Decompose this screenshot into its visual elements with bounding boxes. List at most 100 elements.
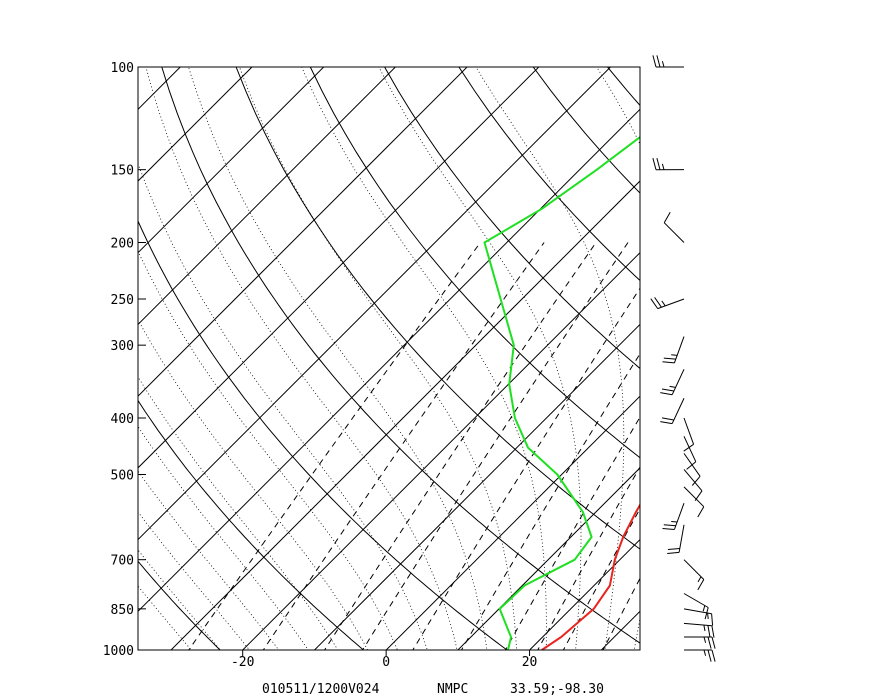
wind-barb-flag — [686, 461, 697, 470]
moist-adiabat — [475, 67, 625, 650]
wind-barb-shaft — [683, 608, 712, 615]
mixing-ratio-line — [460, 352, 640, 650]
wind-barb — [684, 649, 716, 662]
plot-frame — [137, 66, 641, 651]
moist-adiabat — [188, 67, 488, 650]
wind-barb-flag — [703, 625, 706, 632]
moist-adiabat — [301, 67, 547, 650]
wind-barb-flag — [702, 605, 706, 612]
wind-barb — [683, 436, 697, 470]
moist-adiabat — [138, 425, 309, 650]
wind-barb-flag — [662, 528, 675, 530]
wind-barb-flag — [691, 475, 701, 486]
dry-adiabat — [659, 40, 896, 662]
moist-adiabat — [138, 549, 221, 650]
isotherm-line — [138, 67, 468, 397]
sounding-profiles — [483, 135, 640, 650]
wind-barb-flag — [669, 385, 676, 388]
wind-barb-flag — [656, 55, 661, 68]
isotherm-line — [457, 467, 640, 650]
mixing-ratio-line — [602, 577, 640, 650]
pressure-axis: 100 150 200 250 300 400 500 700 850 1000 — [103, 61, 146, 659]
temperature-axis: -20 0 20 — [231, 650, 537, 670]
temperature-tick-label: 0 — [382, 655, 390, 670]
wind-barb-shaft — [671, 398, 685, 424]
pressure-tick-label: 400 — [111, 412, 134, 427]
dry-adiabat — [309, 67, 640, 459]
wind-barb — [683, 593, 709, 620]
thermo-grid — [0, 40, 896, 662]
wind-barb-flag — [656, 157, 661, 170]
pressure-tick-label: 500 — [111, 468, 134, 483]
wind-barb-flag — [707, 612, 709, 620]
isotherm-line — [600, 610, 640, 650]
wind-barb — [652, 55, 684, 68]
mixing-ratio-line — [324, 242, 597, 650]
wind-barb — [667, 524, 685, 554]
dry-adiabat — [458, 67, 640, 282]
wind-barb-shaft — [683, 453, 701, 477]
wind-barb-flag — [652, 157, 657, 170]
footer-source: NMPC — [437, 682, 468, 697]
isotherm-line — [241, 251, 640, 650]
wind-barb-shaft — [683, 593, 709, 608]
mixing-ratio-line — [412, 287, 640, 650]
wind-barb-flag — [661, 61, 665, 68]
wind-barb-flag — [703, 636, 707, 643]
wind-barb-flag — [697, 506, 705, 518]
isotherm-line — [138, 67, 253, 182]
isotherm-line — [528, 538, 640, 650]
moist-adiabat — [138, 250, 398, 650]
pressure-tick-label: 300 — [111, 339, 134, 354]
wind-barb-shaft — [663, 222, 685, 243]
wind-barb-flag — [711, 649, 716, 662]
isotherm-line — [313, 323, 640, 650]
wind-barb-flag — [660, 421, 673, 425]
isotherm-line — [732, 40, 896, 662]
wind-barb — [650, 297, 685, 310]
wind-barb-flag — [707, 636, 712, 649]
wind-barb-flag — [711, 625, 715, 638]
moist-adiabat — [138, 318, 369, 650]
moist-adiabat — [138, 376, 339, 650]
wind-barb-shaft — [683, 417, 695, 445]
wind-barb — [683, 486, 705, 518]
wind-barb-flag — [707, 625, 711, 638]
wind-barb-flag — [663, 357, 676, 360]
wind-barb-shaft — [657, 298, 685, 310]
pressure-tick-label: 100 — [111, 61, 134, 76]
wind-barb — [683, 417, 695, 452]
moist-adiabat — [138, 162, 428, 650]
temperature-tick-label: -20 — [231, 655, 254, 670]
dry-adiabat — [606, 67, 640, 107]
temperature-profile — [541, 503, 640, 650]
footer-location: 33.59;-98.30 — [510, 682, 604, 697]
wind-barb — [683, 636, 716, 649]
wind-barb-flag — [671, 521, 678, 523]
wind-barb-shaft — [683, 559, 705, 580]
mixing-ratio-line — [562, 507, 640, 650]
wind-barb-shaft — [678, 524, 685, 553]
moist-adiabat — [145, 67, 458, 650]
wind-barb — [660, 398, 685, 425]
wind-barb-shaft — [673, 503, 685, 530]
dry-adiabat — [138, 219, 508, 650]
wind-barb-flag — [662, 361, 675, 364]
pressure-tick-label: 150 — [111, 164, 134, 179]
dry-adiabat — [532, 67, 640, 194]
wind-barb — [662, 503, 685, 530]
dry-adiabat — [0, 40, 88, 662]
temperature-tick-label: 20 — [522, 655, 538, 670]
wind-barb — [660, 369, 685, 396]
wind-barb — [683, 559, 705, 591]
wind-barb-flag — [667, 551, 680, 554]
dry-adiabat — [161, 67, 640, 644]
moist-adiabat — [661, 67, 745, 662]
wind-barb-flag — [697, 579, 705, 591]
dry-adiabat — [384, 67, 640, 370]
moist-adiabat — [138, 585, 192, 650]
wind-barb-flag — [671, 354, 678, 356]
dry-adiabat — [138, 399, 365, 650]
wind-barb-flag — [663, 212, 671, 223]
